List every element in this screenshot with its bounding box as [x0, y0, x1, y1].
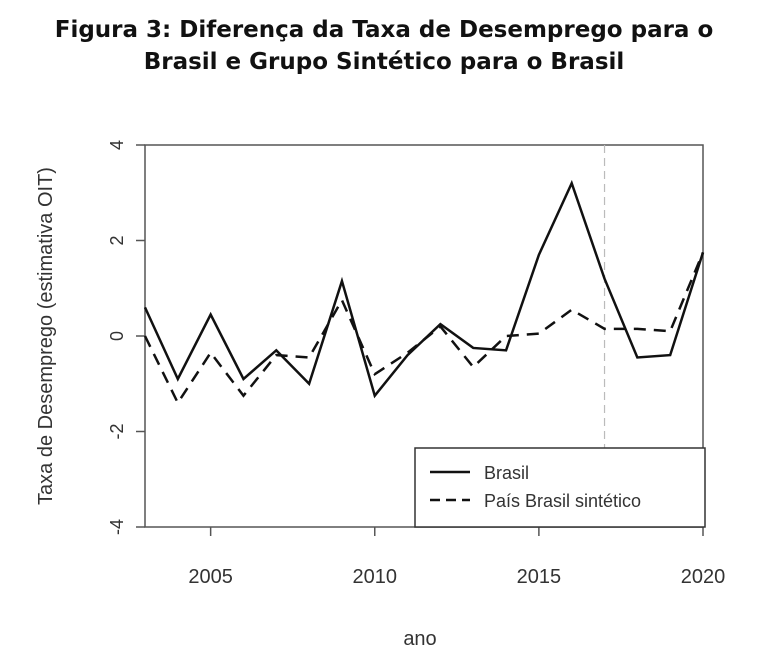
y-axis-label: Taxa de Desemprego (estimativa OIT): [35, 167, 57, 505]
x-tick-label: 2020: [681, 566, 726, 588]
chart-title-line1: Figura 3: Diferença da Taxa de Desempreg…: [54, 17, 714, 43]
y-tick-label: 2: [107, 235, 127, 245]
legend: Brasil País Brasil sintético: [414, 447, 706, 528]
y-axis: -4 -2 0 2 4: [107, 140, 145, 535]
y-tick-label: -2: [107, 423, 127, 439]
legend-box: [414, 447, 706, 528]
x-axis: 2005 2010 2015 2020: [188, 527, 725, 588]
x-tick-label: 2010: [353, 566, 398, 588]
series-line-sintetico: [143, 251, 705, 406]
x-tick-label: 2005: [188, 566, 233, 588]
y-tick-label: 0: [107, 331, 127, 341]
legend-label-brasil: Brasil: [484, 463, 529, 483]
x-axis-label: ano: [403, 628, 436, 650]
x-tick-label: 2015: [517, 566, 562, 588]
legend-label-sintetico: País Brasil sintético: [484, 491, 641, 511]
series-line-brasil: [143, 179, 705, 399]
chart-title-line2: Brasil e Grupo Sintético para o Brasil: [143, 49, 625, 75]
y-tick-label: 4: [107, 140, 127, 150]
y-tick-label: -4: [107, 519, 127, 535]
